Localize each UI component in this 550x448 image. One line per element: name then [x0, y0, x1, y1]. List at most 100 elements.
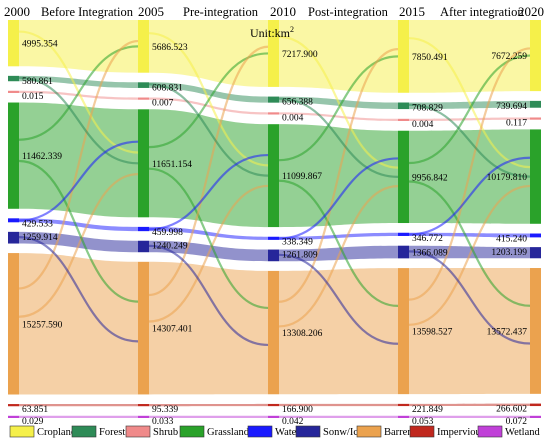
value-label-water-2000: 429.533 [22, 219, 53, 229]
year-label-2015: 2015 [399, 4, 425, 19]
node-bars [8, 20, 541, 418]
node-grassland-2020 [530, 129, 541, 224]
node-wetland-2000 [8, 415, 19, 418]
year-label-2000: 2000 [4, 4, 30, 19]
period-label-after-integration: After integration [440, 5, 524, 19]
value-label-barren-2015: 13598.527 [412, 328, 453, 338]
value-label-sonw-ice-2015: 1366.089 [412, 249, 448, 259]
value-label-forest-2020: 739.694 [496, 102, 527, 112]
node-sonw-ice-2010 [268, 249, 279, 262]
value-label-wetland-2015: 0.053 [412, 417, 434, 427]
legend-swatch-water [247, 425, 273, 438]
flow-barren-2015-2020 [409, 268, 530, 395]
value-label-impervious-2010: 166.900 [282, 405, 313, 415]
transition-water-to-grassland-2015 [408, 156, 531, 236]
legend-item-barren: Barren [356, 425, 413, 438]
node-impervious-2015 [398, 403, 409, 407]
node-barren-2015 [398, 268, 409, 395]
transition-grassland-to-barren-2010 [278, 179, 399, 308]
legend: Cropland Forest Shrub Grassland Water Sonw/Ic… [9, 425, 540, 438]
value-label-cropland-2005: 5686.523 [152, 43, 188, 53]
value-label-grassland-2010: 11099.867 [282, 172, 322, 182]
node-shrub-2015 [398, 118, 409, 121]
transition-grassland-to-barren-2015 [408, 180, 531, 307]
value-label-forest-2000: 580.861 [22, 77, 53, 87]
node-grassland-2005 [138, 109, 149, 218]
value-label-sonw-ice-2020: 1203.199 [491, 248, 527, 258]
legend-swatch-barren [356, 425, 382, 438]
unit-superscript: 2 [290, 25, 294, 34]
transition-sonw-ice-to-barren-2005 [148, 244, 269, 347]
flow-wetland-2010-2015 [279, 415, 398, 418]
node-forest-2005 [138, 82, 149, 88]
period-label-pre-integration: Pre-integration [183, 5, 259, 19]
value-label-grassland-2000: 11462.339 [22, 152, 62, 162]
year-label-2020: 2020 [518, 4, 544, 19]
node-impervious-2010 [268, 403, 279, 407]
flow-barren-2010-2015 [279, 268, 398, 395]
node-water-2020 [530, 233, 541, 238]
value-label-sonw-ice-2000: 1259.914 [22, 233, 58, 243]
legend-item-sonw-ice: Sonw/Ice [295, 425, 363, 438]
transition-barren-to-cropland-2000 [18, 39, 139, 290]
legend-label-forest: Forest [99, 427, 125, 438]
flow-wetland-2000-2005 [19, 415, 138, 418]
node-barren-2000 [8, 253, 19, 395]
node-cropland-2000 [8, 20, 19, 67]
value-label-wetland-2020: 0.072 [506, 417, 528, 427]
transition-grassland-to-barren-2005 [148, 167, 269, 310]
unit-label: Unit:km2 [250, 25, 294, 40]
legend-label-impervious: Impervious [437, 427, 485, 438]
flow-barren-2000-2005 [19, 253, 138, 395]
node-water-2015 [398, 232, 409, 236]
node-impervious-2000 [8, 404, 19, 407]
node-forest-2015 [398, 102, 409, 110]
value-label-water-2005: 459.998 [152, 228, 183, 238]
legend-item-forest: Forest [71, 425, 125, 438]
legend-swatch-shrub [125, 425, 151, 438]
node-cropland-2020 [530, 20, 541, 92]
transition-water-to-grassland-2005 [148, 153, 269, 231]
value-label-shrub-2000: 0.015 [22, 92, 44, 102]
node-grassland-2010 [268, 124, 279, 228]
transition-barren-to-cropland-2005 [148, 45, 269, 297]
value-label-barren-2005: 14307.401 [152, 325, 193, 335]
flow-forest-2005-2010 [149, 82, 268, 103]
transition-barren-to-grassland-2000 [18, 173, 139, 318]
value-label-barren-2010: 13308.206 [282, 329, 323, 339]
value-label-impervious-2000: 63.851 [22, 405, 48, 415]
node-sonw-ice-2000 [8, 231, 19, 244]
legend-item-grassland: Grassland [179, 425, 250, 438]
value-label-water-2010: 338.349 [282, 238, 313, 248]
node-sonw-ice-2005 [138, 240, 149, 253]
node-cropland-2015 [398, 20, 409, 93]
value-label-impervious-2005: 95.339 [152, 405, 178, 415]
legend-swatch-forest [71, 425, 97, 438]
value-label-forest-2010: 656.388 [282, 98, 313, 108]
value-label-water-2015: 346.772 [412, 234, 443, 244]
value-label-forest-2015: 708.829 [412, 104, 443, 114]
flow-barren-2005-2010 [149, 261, 268, 395]
node-wetland-2010 [268, 415, 279, 418]
flow-impervious-2010-2015 [279, 403, 398, 407]
node-water-2000 [8, 218, 19, 223]
transition-barren-to-cropland-2015 [408, 47, 531, 301]
value-label-impervious-2015: 221.849 [412, 405, 443, 415]
node-water-2010 [268, 236, 279, 240]
flow-cropland-2005-2010 [149, 20, 268, 87]
transition-grassland-to-barren-2000 [18, 159, 139, 303]
legend-swatch-impervious [409, 425, 435, 438]
flow-shrub-2015-2020 [409, 117, 530, 121]
flow-wetland-2005-2010 [149, 415, 268, 418]
transition-barren-to-cropland-2010 [278, 48, 399, 303]
transition-sonw-ice-to-barren-2010 [278, 253, 399, 345]
value-label-sonw-ice-2010: 1261.809 [282, 251, 318, 261]
node-water-2005 [138, 226, 149, 232]
value-label-wetland-2010: 0.042 [282, 417, 304, 427]
flow-impervious-2000-2005 [19, 404, 138, 407]
flow-water-2005-2010 [149, 226, 268, 240]
value-label-cropland-2010: 7217.900 [282, 50, 318, 60]
value-label-impervious-2020: 266.602 [496, 405, 527, 415]
year-label-2005: 2005 [138, 4, 164, 19]
value-label-wetland-2005: 0.033 [152, 417, 174, 427]
